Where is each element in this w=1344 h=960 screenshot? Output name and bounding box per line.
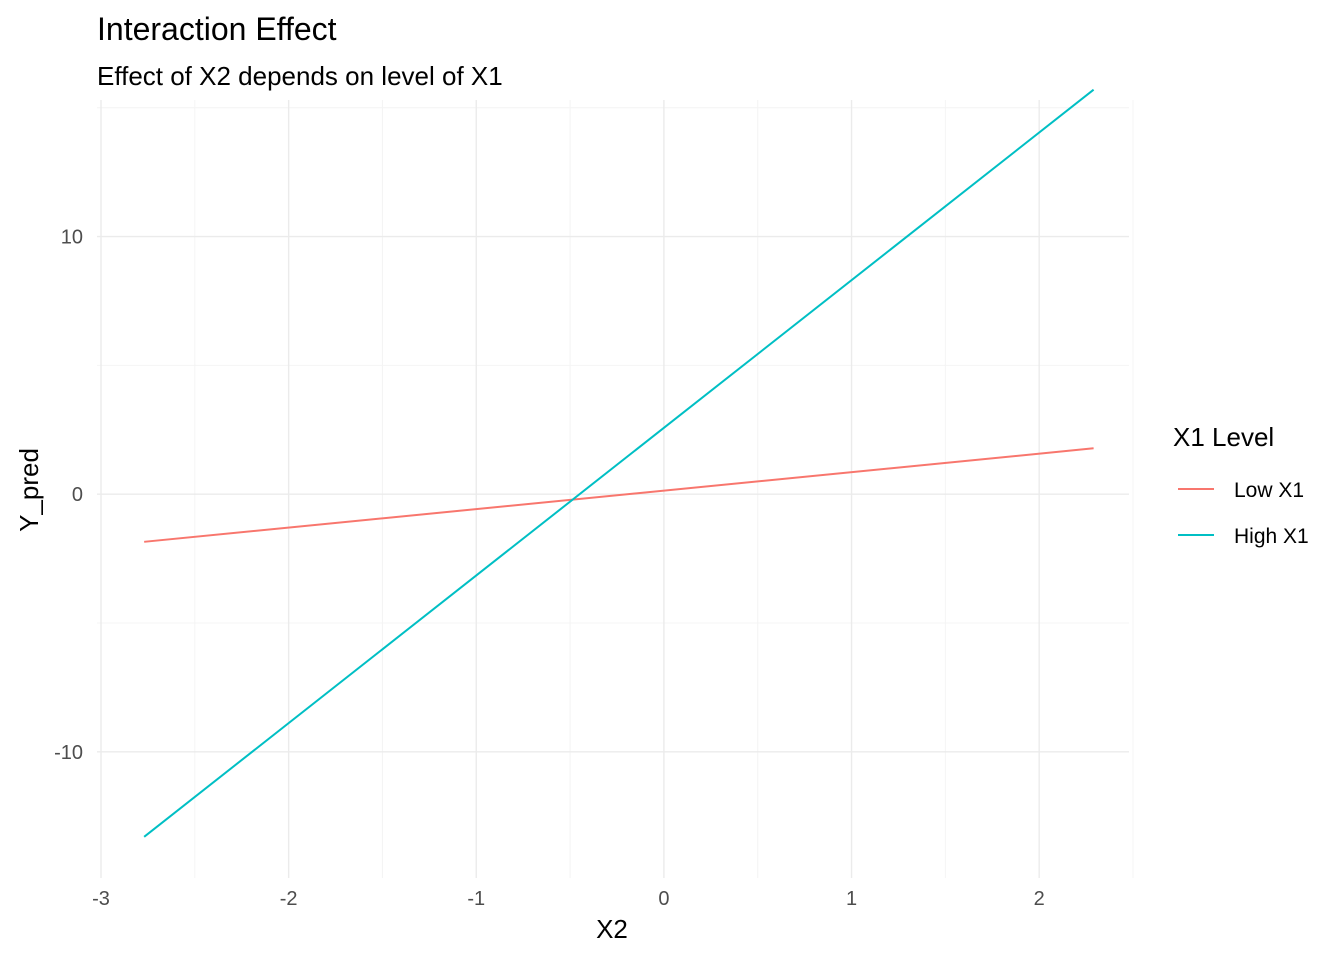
legend: X1 Level Low X1 High X1: [1173, 422, 1309, 548]
chart-title: Interaction Effect: [97, 11, 337, 47]
legend-title: X1 Level: [1173, 422, 1274, 452]
x-tick-label: -3: [92, 888, 110, 910]
x-tick-label: -1: [467, 888, 485, 910]
y-axis-title: Y_pred: [14, 448, 44, 532]
series-line-low-x1: [144, 447, 1094, 543]
legend-items: Low X1 High X1: [1178, 479, 1309, 548]
grid: [97, 100, 1134, 878]
series-line-high-x1: [143, 88, 1095, 838]
x-tick-label: 2: [1034, 888, 1045, 910]
series-lines: [143, 88, 1095, 838]
y-tick-label: 0: [72, 484, 83, 506]
x-tick-label: -2: [280, 888, 298, 910]
y-axis-ticks: -10 0 10: [54, 227, 83, 764]
x-tick-label: 0: [658, 888, 669, 910]
legend-label: High X1: [1234, 525, 1309, 548]
chart-subtitle: Effect of X2 depends on level of X1: [97, 61, 503, 91]
x-axis-ticks: -3 -2 -1 0 1 2: [92, 888, 1045, 910]
y-tick-label: -10: [54, 742, 83, 764]
legend-label: Low X1: [1234, 479, 1304, 502]
x-tick-label: 1: [846, 888, 857, 910]
x-axis-title: X2: [596, 914, 628, 944]
y-tick-label: 10: [61, 227, 83, 249]
